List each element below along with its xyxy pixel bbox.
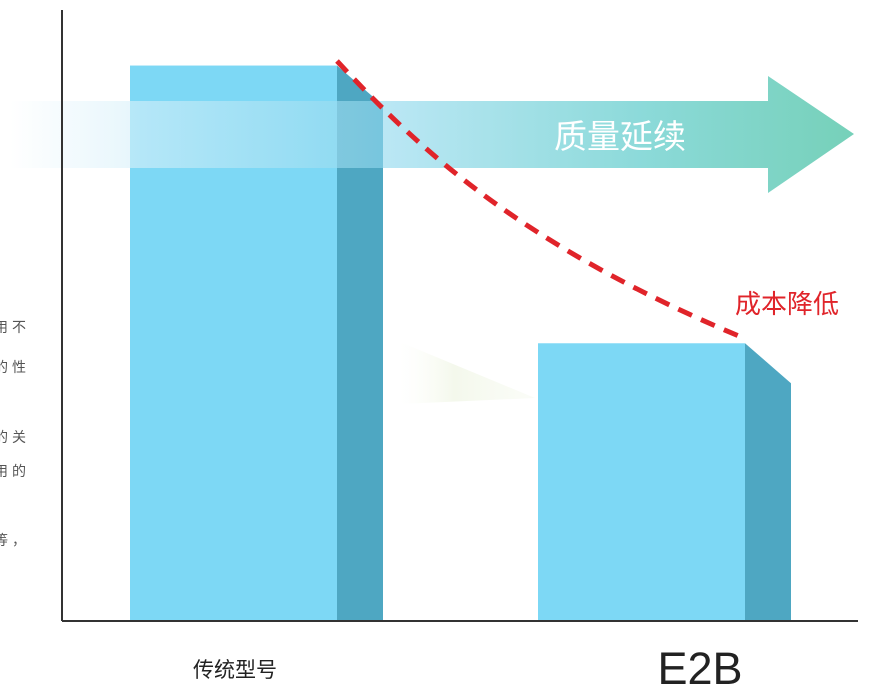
side-text-line: 等， [0,533,30,549]
cost-trend-label: 成本降低 [735,290,839,320]
side-text-line: 用不 [0,320,30,336]
side-text-line: 的关 [0,430,30,446]
category-label-e2b: E2B [657,643,743,694]
quality-arrow-label: 质量延续 [554,117,686,156]
side-text-line: 用的 [0,464,30,480]
decorative-wedge [400,342,535,404]
bar-1-side [337,65,383,621]
bar-2-side [745,343,791,621]
cost-trend-line [335,59,747,342]
category-label-traditional: 传统型号 [193,658,277,682]
side-text-line: 的性 [0,360,30,376]
bar-2 [538,343,745,621]
quality-arrow [10,76,854,193]
